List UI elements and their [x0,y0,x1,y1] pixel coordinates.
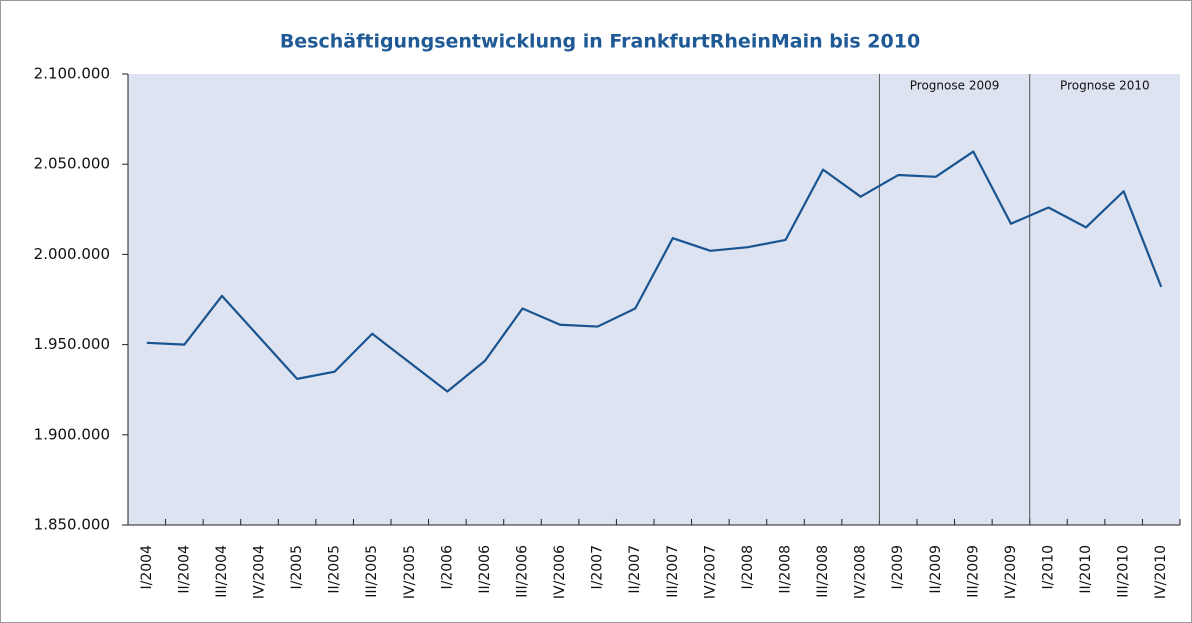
x-tick-label: III/2009 [965,545,981,598]
x-tick-label: II/2006 [477,545,493,594]
x-tick-label: III/2005 [364,545,380,598]
y-tick-label: 2.100.000 [34,65,110,83]
x-tick-label: I/2009 [890,545,906,589]
x-tick-label: III/2010 [1116,545,1132,598]
x-tick-label: I/2006 [439,545,455,590]
annotation-label: Prognose 2009 [910,79,1000,93]
plot-area [128,74,1180,525]
y-tick-label: 2.000.000 [34,245,110,263]
x-tick-label: IV/2005 [402,545,418,599]
x-tick-label: I/2008 [740,545,756,589]
x-tick-label: III/2006 [515,545,531,598]
x-tick-label: I/2004 [139,545,155,590]
y-tick-label: 1.950.000 [34,335,110,353]
x-tick-label: IV/2008 [853,545,869,599]
y-tick-label: 1.850.000 [34,516,110,534]
x-tick-label: II/2009 [928,545,944,594]
y-tick-label: 1.900.000 [34,425,110,443]
y-tick-label: 2.050.000 [34,155,110,173]
x-tick-label: IV/2004 [252,545,268,599]
line [146,150,1163,393]
x-tick-label: IV/2010 [1153,545,1169,599]
x-tick-label: III/2004 [214,545,230,598]
x-tick-label: II/2004 [176,545,192,594]
x-tick-label: IV/2009 [1003,545,1019,599]
chart-title: Beschäftigungsentwicklung in FrankfurtRh… [280,31,920,53]
x-tick-label: II/2005 [327,545,343,594]
x-tick-label: I/2010 [1041,545,1057,589]
x-tick-label: II/2008 [778,545,794,594]
x-tick-label: III/2008 [815,545,831,598]
x-tick-label: II/2010 [1078,545,1094,594]
x-tick-label: III/2007 [665,545,681,598]
x-tick-label: II/2007 [627,545,643,594]
x-tick-label: IV/2007 [702,545,718,599]
x-tick-label: I/2005 [289,545,305,589]
annotation-label: Prognose 2010 [1060,79,1150,93]
x-tick-label: IV/2006 [552,545,568,599]
x-tick-label: I/2007 [590,545,606,589]
